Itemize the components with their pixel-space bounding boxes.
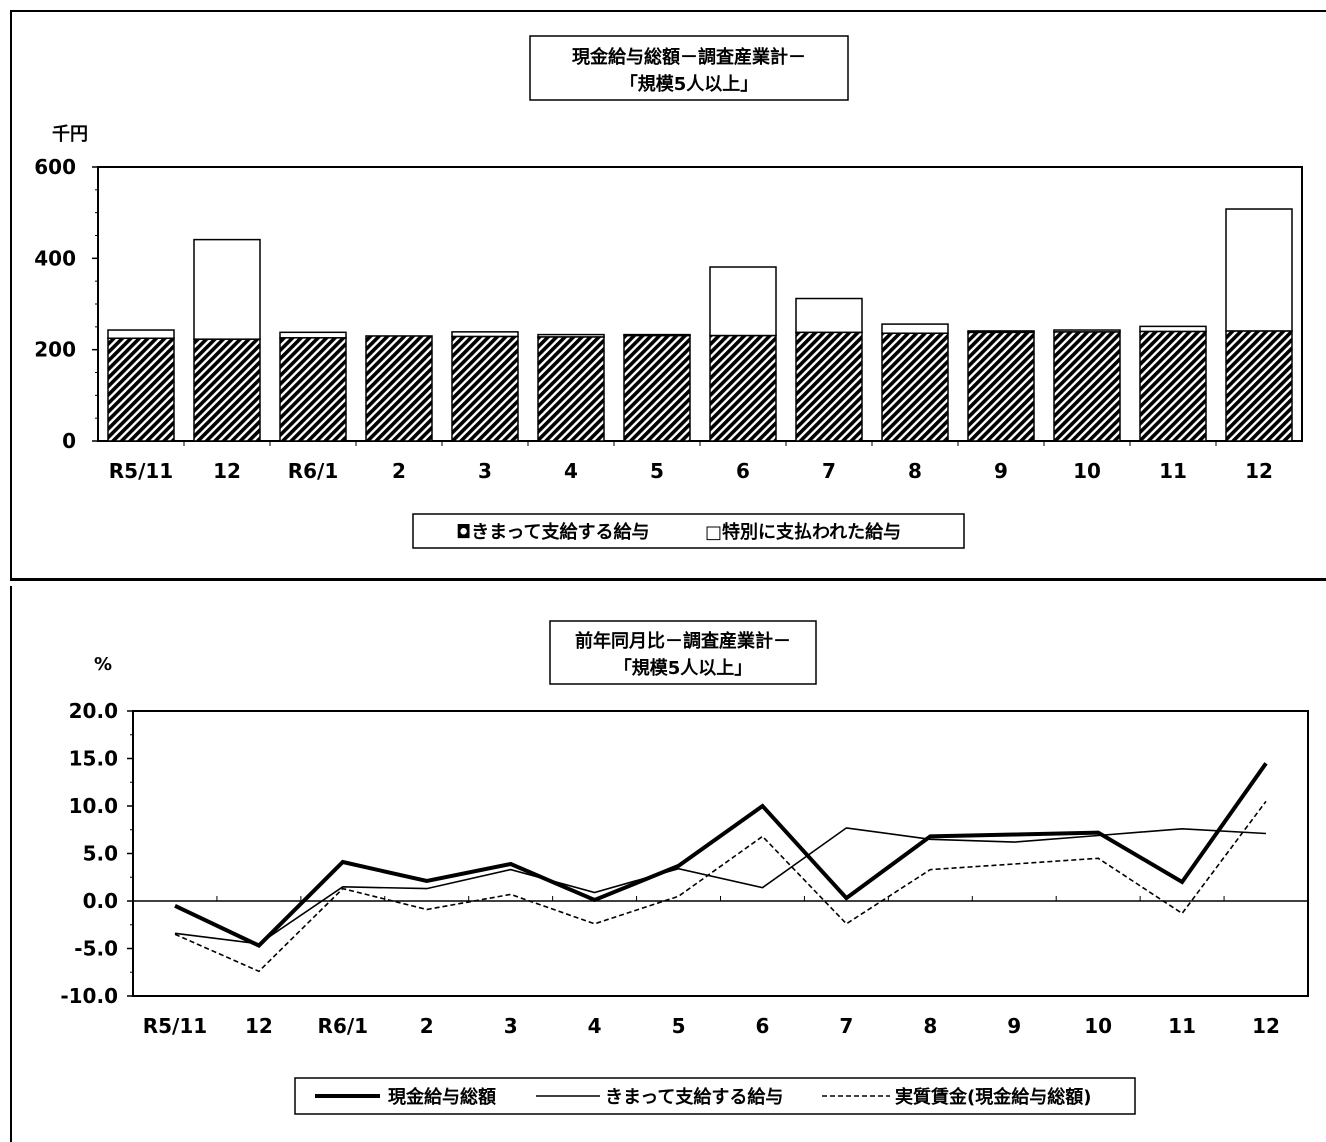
chart2-xtick-label: 8 [923,1014,937,1038]
chart1-ytick-label: 600 [34,155,76,179]
frame-left-line-lower [10,586,12,1142]
frame-left-line [10,10,12,580]
chart1-bar-special [1053,329,1121,333]
chart1-xtick-label: 9 [994,459,1008,483]
chart2-ytick-label: -10.0 [60,984,118,1008]
chart1-legend-box [412,513,965,549]
chart2-legend-regular-wage: きまって支給する給与 [605,1086,783,1108]
chart1-bar-regular [1053,331,1121,442]
chart1-bar-regular [795,331,863,442]
chart1-bar-special [107,329,175,339]
chart1-bar-special [537,333,605,338]
chart1-xtick-label: 11 [1159,459,1187,483]
chart1-bar-special [795,297,863,334]
chart1-bar-special [193,238,261,340]
chart1-xtick-label: R6/1 [288,459,339,483]
chart2-title-line2: 「規模5人以上」 [614,657,753,679]
chart1-bar-regular [881,332,949,442]
chart2-legend-total-wage: 現金給与総額 [388,1086,496,1108]
frame-top-line [10,10,1326,12]
chart1-title-line2: 「規模5人以上」 [620,73,759,95]
chart1-bar-special [967,330,1035,334]
chart2-xtick-label: R5/11 [143,1014,207,1038]
chart1-ytick-label: 400 [34,246,76,270]
chart2-legend-box [294,1077,1136,1115]
chart1-bar-special [1225,208,1293,332]
chart1-legend-special-wage: □特別に支払われた給与 [705,521,901,543]
chart2-xtick-label: 10 [1084,1014,1112,1038]
chart1-legend-regular-wage: ◘きまって支給する給与 [456,521,650,543]
chart2-title-box [549,620,817,685]
chart1-bar-special [881,323,949,334]
chart1-bar-special [1139,325,1207,333]
chart2-xtick-label: 7 [839,1014,853,1038]
chart1-xtick-label: R5/11 [109,459,173,483]
chart2-ytick-label: 5.0 [83,842,118,866]
chart1-bar-regular [107,337,175,442]
chart1-bar-special [623,333,691,337]
chart1-bar-regular [365,335,433,442]
chart1-xtick-label: 4 [564,459,578,483]
chart1-ytick-label: 0 [62,429,76,453]
chart1-bar-special [279,331,347,339]
chart1-xtick-label: 7 [822,459,836,483]
chart2-ytick-label: -5.0 [74,937,118,961]
chart2-xtick-label: 12 [1252,1014,1280,1038]
wage-total-bar-chart: 現金給与総額－調査産業計－ 「規模5人以上」 千円 600 400 200 0 R5/… [34,35,1303,549]
chart1-bar-regular [1225,330,1293,442]
chart1-bar-regular [279,337,347,442]
chart1-title-box [529,35,849,101]
chart1-bar-special [709,266,777,337]
chart1-bar-regular [193,338,261,442]
chart2-ytick-label: 10.0 [69,794,118,818]
chart1-bar-regular [967,331,1035,442]
chart2-xtick-label: 4 [588,1014,602,1038]
frame-middle-divider [10,578,1326,581]
chart1-xtick-label: 6 [736,459,750,483]
chart2-line-regular-wage [174,827,1267,945]
chart2-xtick-label: 12 [245,1014,273,1038]
chart1-bar-regular [451,335,519,442]
chart1-ytick-label: 200 [34,338,76,362]
chart1-xtick-label: 5 [650,459,664,483]
chart1-xtick-label: 10 [1073,459,1101,483]
chart1-bar-special [451,331,519,338]
chart1-bar-regular [1139,330,1207,442]
chart1-y-unit: 千円 [52,124,88,145]
chart1-bar-regular [709,334,777,442]
chart1-title-line1: 現金給与総額－調査産業計－ [572,46,806,68]
chart2-ytick-label: 0.0 [83,889,118,913]
chart2-y-unit: % [94,654,112,675]
chart2-xtick-label: 3 [504,1014,518,1038]
chart2-legend-real-wage: 実質賃金(現金給与総額) [895,1086,1091,1108]
chart1-xtick-label: 12 [213,459,241,483]
chart1-xtick-label: 3 [478,459,492,483]
chart2-xtick-label: 11 [1168,1014,1196,1038]
chart2-xtick-label: 9 [1007,1014,1021,1038]
chart2-xtick-label: 6 [756,1014,770,1038]
chart2-xtick-label: 2 [420,1014,434,1038]
chart1-xtick-label: 2 [392,459,406,483]
chart2-line-real-wage [174,800,1267,973]
chart1-xtick-label: 12 [1245,459,1273,483]
chart2-ytick-label: 15.0 [69,747,118,771]
chart2-title-line1: 前年同月比－調査産業計－ [575,630,791,652]
chart2-ytick-label: 20.0 [69,699,118,723]
chart2-line-total-wage [174,762,1268,949]
chart1-xtick-label: 8 [908,459,922,483]
chart1-bar-regular [623,334,691,442]
chart2-xtick-label: R6/1 [318,1014,369,1038]
chart2-xtick-label: 5 [672,1014,686,1038]
